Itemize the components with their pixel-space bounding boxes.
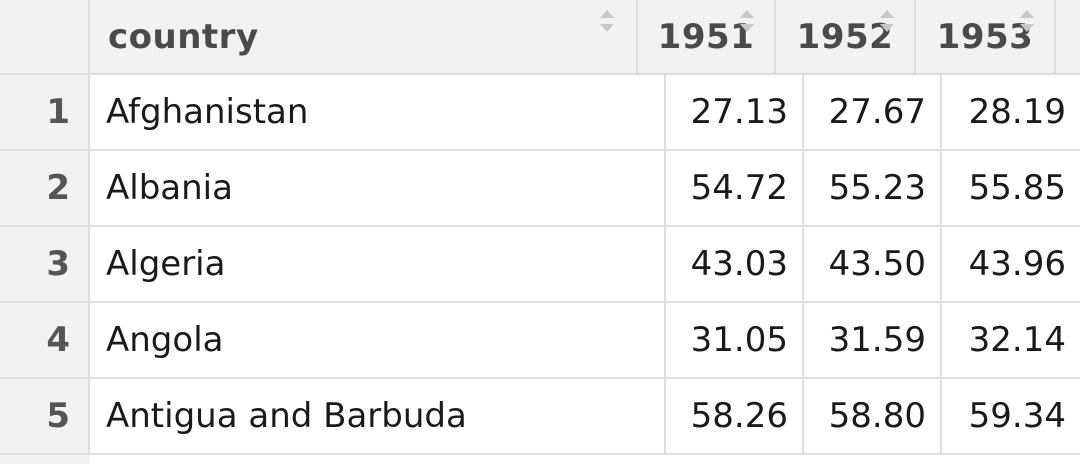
row-index: 4 <box>0 303 90 377</box>
header-index-cell <box>0 0 90 73</box>
cell-1952: 31.59 <box>804 303 942 377</box>
cell-1953: 32.14 <box>968 320 1066 360</box>
cell-1951: 43.03 <box>666 227 804 301</box>
table-header: country 1951 1952 1953 <box>0 0 1080 75</box>
column-header-label: 1951 <box>657 16 755 57</box>
cell-1951: 54.72 <box>666 151 804 225</box>
cell-country: Angola <box>90 303 666 377</box>
table-row[interactable]: 5 Antigua and Barbuda 58.26 58.80 59.34 <box>0 379 1080 455</box>
row-index: 3 <box>0 227 90 301</box>
column-header-country[interactable]: country <box>90 0 638 73</box>
table-row[interactable]: 2 Albania 54.72 55.23 55.85 <box>0 151 1080 227</box>
column-header-label: 1953 <box>936 16 1034 57</box>
sort-arrows-icon[interactable] <box>878 8 896 34</box>
cell-1951: 58.26 <box>666 379 804 453</box>
cell-1952: 58.80 <box>804 379 942 453</box>
cell-1953: 43.96 <box>968 244 1066 284</box>
sort-arrows-icon[interactable] <box>1018 8 1036 34</box>
cell-country: Algeria <box>90 227 666 301</box>
row-index: 2 <box>0 151 90 225</box>
row-index: 1 <box>0 75 90 149</box>
column-header-1951[interactable]: 1951 <box>638 0 776 73</box>
table-row[interactable]: 4 Angola 31.05 31.59 32.14 <box>0 303 1080 379</box>
table-row[interactable]: 3 Algeria 43.03 43.50 43.96 <box>0 227 1080 303</box>
sort-arrows-icon[interactable] <box>598 8 616 34</box>
cell-1952: 27.67 <box>804 75 942 149</box>
table-row[interactable]: 1 Afghanistan 27.13 27.67 28.19 <box>0 75 1080 151</box>
sort-arrows-icon[interactable] <box>738 8 756 34</box>
cell-1953: 28.19 <box>968 92 1066 132</box>
column-header-next-partial[interactable] <box>1056 0 1080 73</box>
cell-country: Antigua and Barbuda <box>90 379 666 453</box>
cell-country: Albania <box>90 151 666 225</box>
column-header-label: country <box>108 16 259 57</box>
column-header-1953[interactable]: 1953 <box>916 0 1056 73</box>
cell-1951: 31.05 <box>666 303 804 377</box>
cell-1952: 43.50 <box>804 227 942 301</box>
row-index-gutter <box>0 455 90 464</box>
row-index: 5 <box>0 379 90 453</box>
column-header-1952[interactable]: 1952 <box>776 0 916 73</box>
cell-1951: 27.13 <box>666 75 804 149</box>
cell-1952: 55.23 <box>804 151 942 225</box>
column-header-label: 1952 <box>796 16 894 57</box>
cell-1953: 55.85 <box>968 168 1066 208</box>
cell-1953: 59.34 <box>968 396 1066 436</box>
cell-country: Afghanistan <box>90 75 666 149</box>
